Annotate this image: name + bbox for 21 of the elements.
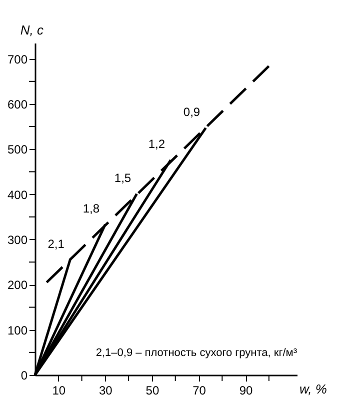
y-tick-label: 600: [7, 97, 28, 112]
y-tick-label: 400: [7, 188, 28, 202]
x-tick-label: 70: [192, 384, 206, 398]
x-tick-label: 90: [239, 384, 254, 398]
y-tick-label: 100: [7, 323, 28, 338]
y-tick-label: 500: [7, 142, 28, 157]
series-label: 1,5: [114, 170, 132, 185]
x-tick-label: 50: [146, 384, 160, 398]
y-axis-title: N, с: [20, 22, 44, 38]
annotation: 2,1–0,9 – плотность сухого грунта, кг/м³: [96, 347, 298, 359]
x-tick-label: 10: [52, 384, 66, 398]
series-label: 1,8: [82, 202, 100, 216]
x-axis-title: w, %: [300, 382, 327, 396]
y-tick-label: 700: [7, 52, 28, 66]
y-tick-label: 0: [20, 368, 28, 382]
y-tick-label: 300: [7, 232, 28, 247]
series-label: 0,9: [183, 104, 200, 119]
x-tick-label: 30: [99, 384, 113, 398]
series-label: 2,1: [48, 236, 65, 251]
y-tick-label: 200: [7, 278, 28, 292]
series-label: 1,2: [148, 136, 166, 151]
